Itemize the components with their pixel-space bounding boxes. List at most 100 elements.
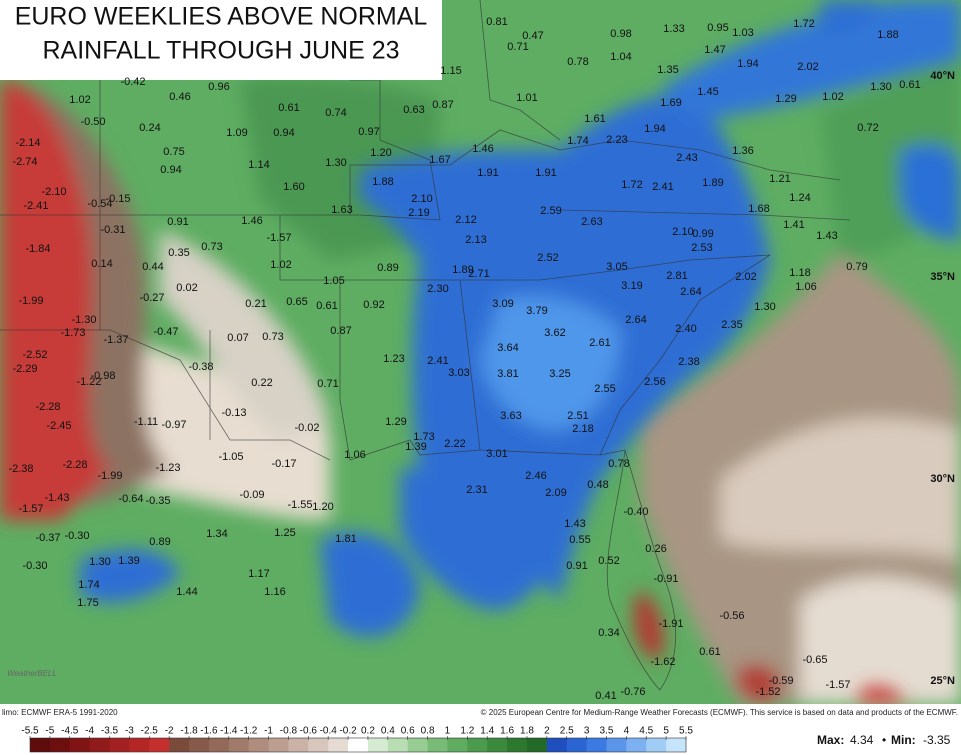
value-label: 1.91 (477, 167, 498, 179)
value-label: 2.63 (581, 216, 602, 228)
legend-swatch (169, 738, 190, 752)
value-label: 0.26 (645, 543, 666, 555)
value-label: 1.29 (775, 93, 796, 105)
value-label: 2.18 (572, 423, 593, 435)
value-label: 0.02 (176, 282, 197, 294)
value-label: -0.15 (105, 193, 130, 205)
value-label: 1.61 (584, 113, 605, 125)
value-label: 1.74 (567, 135, 588, 147)
value-label: 1.89 (452, 264, 473, 276)
value-label: 3.03 (448, 367, 469, 379)
value-label: 1.73 (413, 431, 434, 443)
value-label: -0.65 (802, 654, 827, 666)
value-label: -1.52 (755, 686, 780, 698)
legend-swatch (586, 738, 607, 752)
value-label: 1.02 (270, 259, 291, 271)
value-label: 0.73 (201, 241, 222, 253)
value-label: 2.09 (545, 487, 566, 499)
legend-swatch (427, 738, 448, 752)
value-label: -1.57 (825, 679, 850, 691)
value-label: -1.84 (25, 243, 50, 255)
value-label: 3.62 (544, 327, 565, 339)
value-label: 0.71 (317, 378, 338, 390)
legend-tick-label: 3.5 (600, 726, 614, 737)
title-line: EURO WEEKLIES ABOVE NORMAL (15, 3, 428, 31)
value-label: 0.61 (699, 646, 720, 658)
legend-swatch (606, 738, 627, 752)
legend-frame (29, 737, 687, 753)
value-label: 1.05 (323, 275, 344, 287)
value-label: 0.35 (168, 247, 189, 259)
value-label: 0.48 (587, 479, 608, 491)
value-label: 2.53 (691, 242, 712, 254)
value-labels: 0.810.470.710.98 1.33 0.95 1.031.721.880.78… (8, 16, 920, 702)
legend-swatch (447, 738, 468, 752)
value-label: 2.64 (680, 286, 701, 298)
latitude-label: 30°N (930, 473, 955, 485)
value-label: 1.29 (385, 416, 406, 428)
legend-swatch (49, 738, 71, 752)
value-label: 3.01 (486, 448, 507, 460)
legend-tick-label: -0.2 (339, 726, 357, 737)
value-label: -0.17 (271, 458, 296, 470)
value-label: 1.43 (564, 518, 585, 530)
legend-swatch (666, 738, 687, 752)
value-label: -1.57 (266, 232, 291, 244)
legend-swatch (348, 738, 369, 752)
map-background (0, 0, 961, 704)
legend-tick-label: -3 (125, 726, 134, 737)
legend-tick-label: -0.6 (300, 726, 318, 737)
legend-swatch (367, 738, 389, 752)
value-label: 1.14 (248, 159, 269, 171)
value-label: -2.10 (41, 186, 66, 198)
value-label: 0.34 (598, 627, 619, 639)
value-label: 1.39 (118, 555, 139, 567)
value-label: 1.33 (663, 23, 684, 35)
value-label: -1.05 (218, 451, 243, 463)
value-label: 0.46 (169, 91, 190, 103)
value-label: 1.43 (816, 230, 837, 242)
value-label: 0.97 (358, 126, 379, 138)
value-label: -0.91 (653, 573, 678, 585)
value-label: 0.22 (251, 377, 272, 389)
value-label: 1.06 (344, 449, 365, 461)
value-label: 0.44 (142, 261, 163, 273)
value-label: 1.68 (748, 203, 769, 215)
legend-tick-label: 0.6 (401, 726, 415, 737)
legend-swatch (69, 738, 91, 752)
legend-swatch (288, 738, 309, 752)
value-label: 2.43 (676, 152, 697, 164)
legend-tick-label: -1.4 (220, 726, 238, 737)
value-label: 0.14 (91, 258, 112, 270)
value-label: -0.38 (188, 361, 213, 373)
value-label: 0.95 (707, 22, 728, 34)
legend-swatch (308, 738, 329, 752)
value-label: -2.74 (12, 156, 37, 168)
legend-tick-label: 5.5 (679, 726, 693, 737)
value-label: 1.47 (704, 44, 725, 56)
legend-swatch (328, 738, 349, 752)
legend-swatch (526, 738, 548, 752)
value-label: -2.28 (62, 459, 87, 471)
value-label: 2.46 (525, 470, 546, 482)
value-label: 1.36 (732, 145, 753, 157)
value-label: 0.87 (432, 99, 453, 111)
value-label: 0.73 (262, 331, 283, 343)
value-label: 1.15 (440, 65, 461, 77)
value-label: 0.78 (567, 56, 588, 68)
value-label: 2.12 (455, 214, 476, 226)
value-label: -1.43 (44, 492, 69, 504)
value-label: 1.20 (370, 147, 391, 159)
value-label: -0.31 (100, 224, 125, 236)
value-label: 1.46 (472, 143, 493, 155)
value-label: -1.55 (287, 499, 312, 511)
value-label: 1.94 (644, 123, 665, 135)
value-label: 1.17 (248, 568, 269, 580)
value-label: 0.72 (857, 122, 878, 134)
value-label: 1.02 (822, 91, 843, 103)
value-label: 3.09 (492, 298, 513, 310)
value-label: 2.10 (672, 226, 693, 238)
value-label: 0.91 (566, 560, 587, 572)
value-label: 1.88 (372, 176, 393, 188)
latitude-label: 25°N (930, 675, 955, 687)
